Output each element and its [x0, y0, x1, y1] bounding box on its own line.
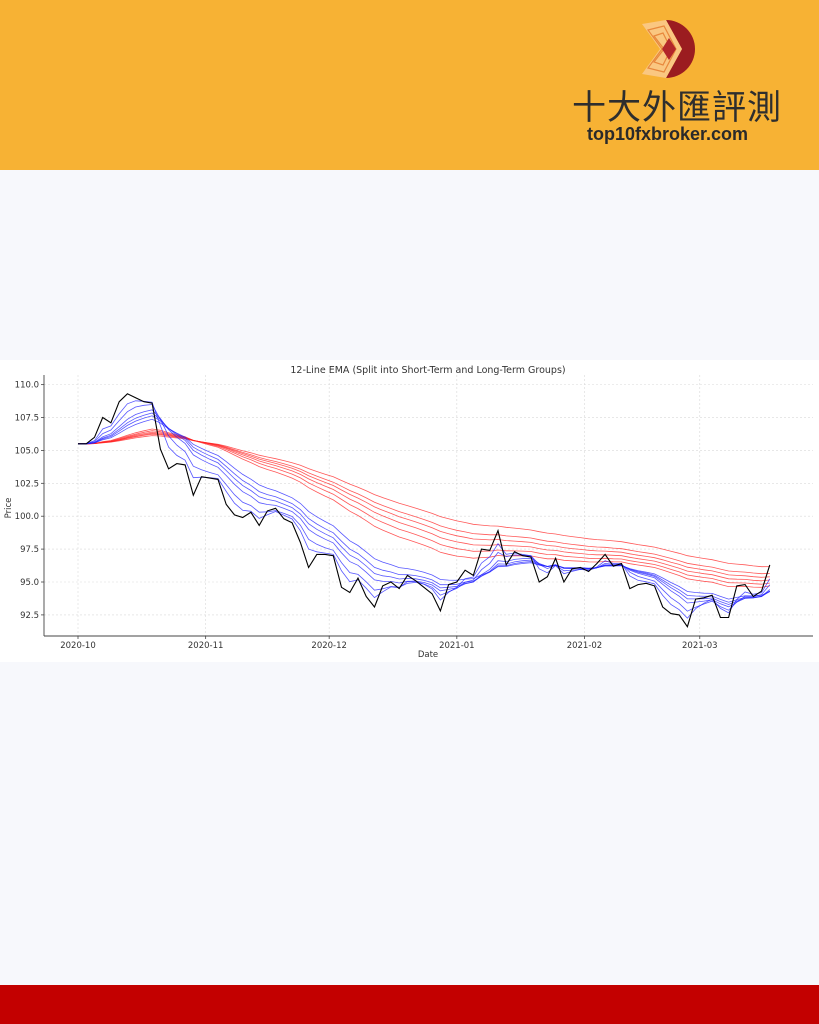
short-term-ema-line: [78, 412, 771, 605]
short-term-ema-line: [78, 400, 771, 619]
y-tick-label: 100.0: [15, 512, 39, 522]
long-term-ema-line: [78, 433, 770, 575]
x-tick-label: 2020-10: [60, 641, 96, 651]
x-tick-label: 2020-12: [311, 641, 347, 651]
x-tick-label: 2020-11: [188, 641, 224, 651]
ema-chart: 12-Line EMA (Split into Short-Term and L…: [4, 365, 813, 660]
long-term-ema-group: [78, 428, 770, 588]
short-term-ema-line: [78, 404, 771, 612]
chart-title: 12-Line EMA (Split into Short-Term and L…: [290, 365, 565, 376]
x-tick-label: 2021-01: [439, 641, 475, 651]
x-ticks: 2020-10 2020-11 2020-12 2021-01 2021-02 2021-…: [60, 636, 718, 651]
x-tick-label: 2021-03: [682, 641, 718, 651]
y-tick-label: 95.0: [20, 578, 39, 588]
y-ticks: 92.5 95.0 97.5 100.0 102.5 105.0 107.5 110.0: [15, 381, 44, 621]
chart-panel: 12-Line EMA (Split into Short-Term and L…: [0, 360, 819, 662]
grid-lines: [44, 375, 813, 636]
brand-name: 十大外匯評測: [572, 88, 782, 128]
short-term-ema-line: [78, 418, 770, 600]
y-tick-label: 102.5: [15, 479, 39, 489]
footer-bar: [0, 985, 819, 1024]
long-term-ema-line: [78, 435, 770, 568]
x-tick-label: 2021-02: [567, 641, 603, 651]
chart-axes: [43, 375, 813, 637]
brand-header: 十大外匯評測 top10fxbroker.com: [0, 0, 819, 170]
short-term-ema-line: [78, 415, 771, 603]
short-term-ema-group: [78, 400, 771, 619]
y-axis-label: Price: [4, 498, 14, 519]
price-series: [78, 393, 771, 628]
short-term-ema-line: [78, 409, 771, 608]
y-tick-label: 97.5: [20, 545, 39, 555]
brand-logo-icon: [642, 19, 696, 78]
y-tick-label: 105.0: [15, 446, 39, 456]
brand-url[interactable]: top10fxbroker.com: [587, 124, 749, 144]
y-tick-label: 110.0: [15, 381, 39, 391]
y-tick-label: 107.5: [15, 414, 39, 424]
x-axis-label: Date: [418, 650, 438, 660]
long-term-ema-line: [78, 432, 770, 578]
price-line: [78, 393, 771, 628]
long-term-ema-line: [78, 431, 770, 582]
long-term-ema-line: [78, 428, 770, 588]
y-tick-label: 92.5: [20, 611, 39, 621]
